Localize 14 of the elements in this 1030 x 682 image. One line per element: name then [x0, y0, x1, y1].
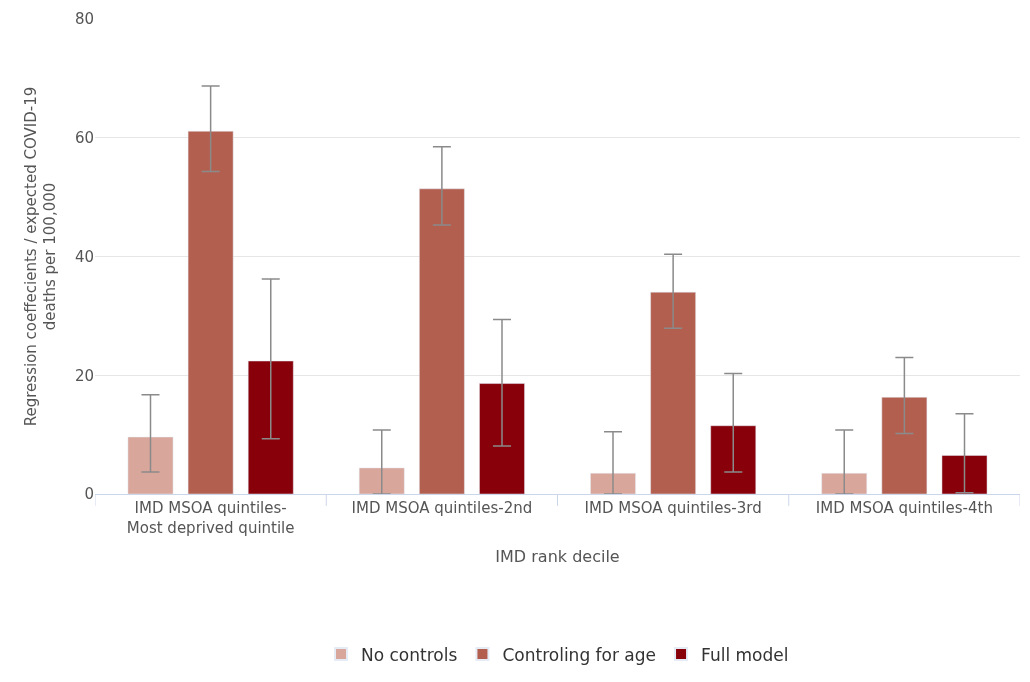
x-tick-label: IMD MSOA quintiles-Most deprived quintile — [126, 499, 295, 537]
x-tick-label: IMD MSOA quintiles-2nd — [351, 499, 533, 517]
y-axis-title: Regression coeffecients / expected COVID-19 deaths per 100,000 — [21, 86, 60, 427]
legend-label: No controls — [361, 644, 458, 665]
legend-label: Controling for age — [502, 644, 657, 665]
x-tick-label: IMD MSOA quintiles-3rd — [584, 499, 762, 517]
legend-label: Full model — [701, 644, 789, 665]
y-tick-label: 80 — [74, 10, 94, 29]
y-tick-label: 60 — [74, 129, 94, 147]
y-tick-label: 40 — [74, 247, 94, 266]
x-axis-title: IMD rank decile — [495, 547, 620, 567]
y-tick-label: 20 — [74, 366, 94, 385]
x-tick-label: IMD MSOA quintiles-4th — [815, 499, 993, 517]
y-tick-label: 0 — [84, 485, 94, 504]
